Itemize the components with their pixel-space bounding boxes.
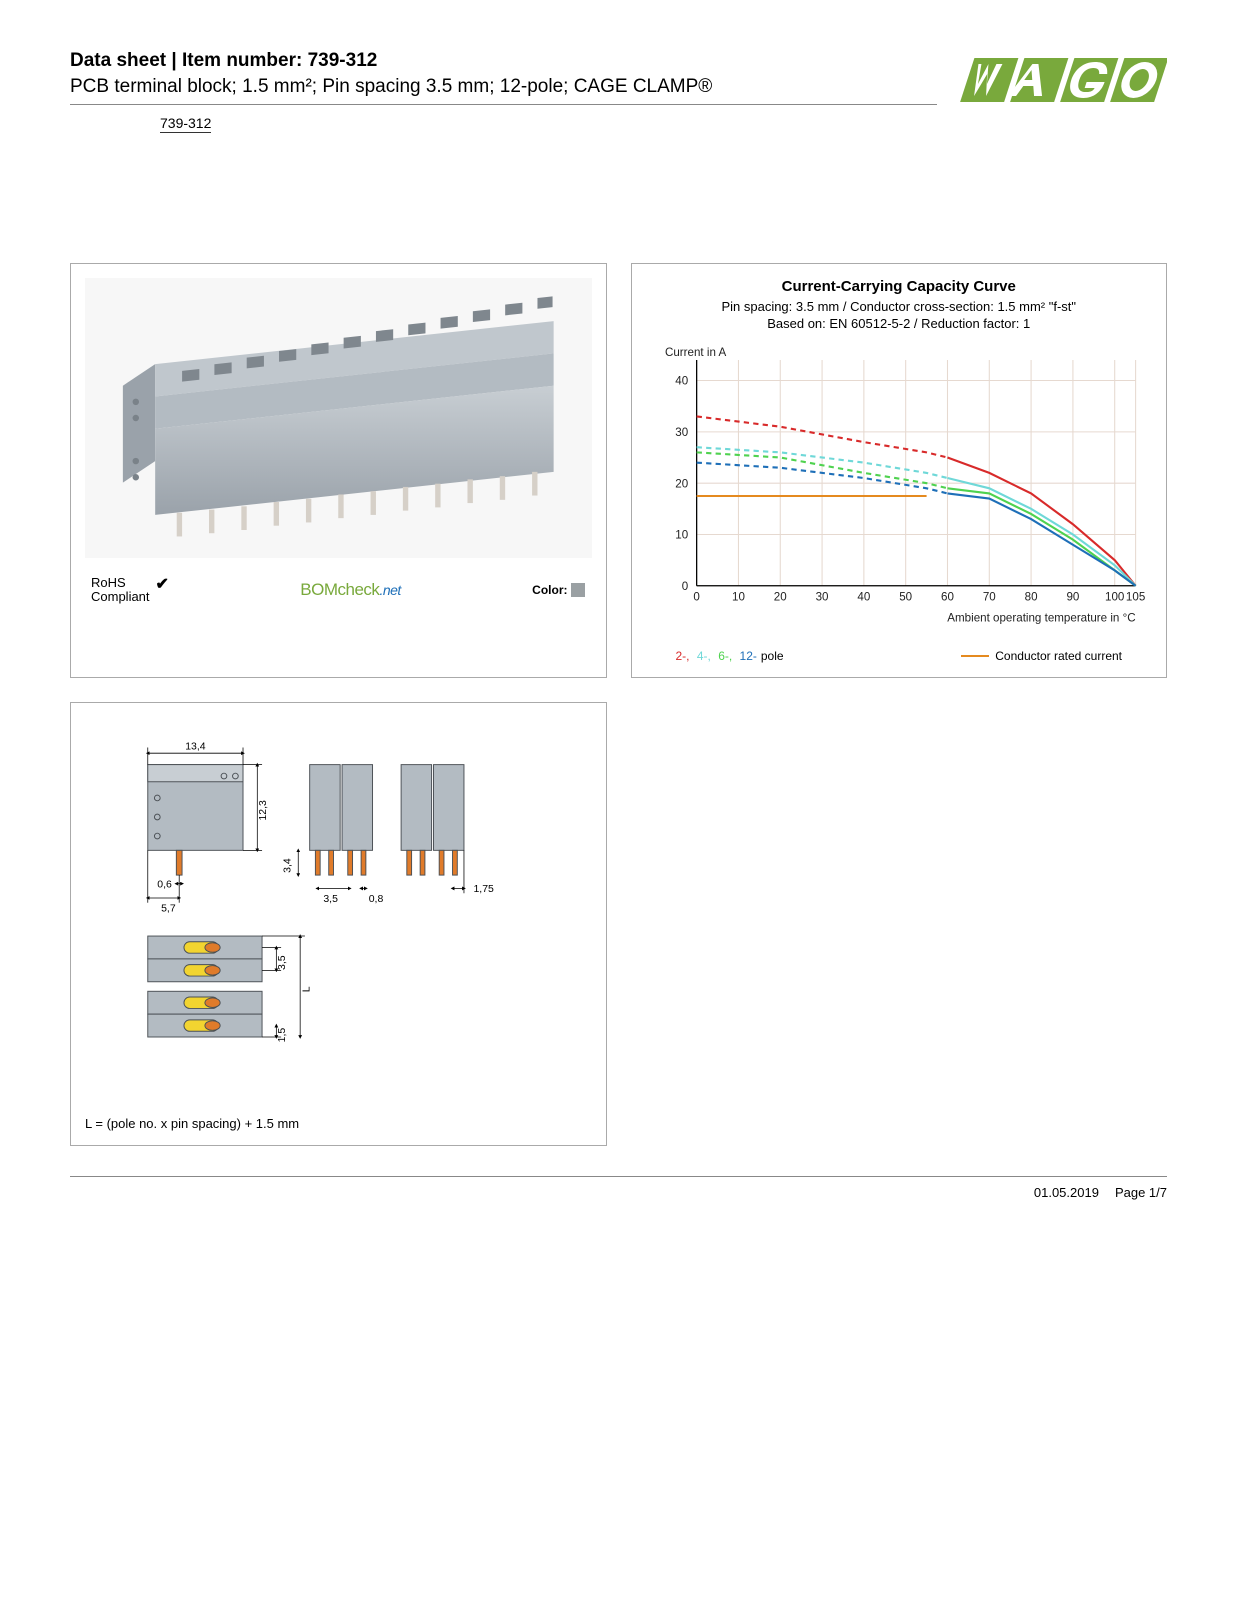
- check-icon: ✔: [156, 576, 169, 594]
- svg-text:100: 100: [1105, 591, 1124, 604]
- footer-date: 01.05.2019: [1034, 1185, 1099, 1200]
- chart-legend: 2-, 4-, 6-, 12- pole Conductor rated curr…: [646, 649, 1153, 663]
- chart-title: Current-Carrying Capacity Curve: [646, 278, 1153, 295]
- svg-text:70: 70: [982, 591, 995, 604]
- rohs-line2: Compliant: [91, 590, 150, 604]
- dim-rowpitch: 3,5: [277, 956, 288, 971]
- dim-pitch: 3,5: [323, 894, 338, 905]
- dim-height: 12,3: [258, 800, 269, 821]
- legend-poles: 2-, 4-, 6-, 12- pole: [676, 649, 788, 663]
- svg-text:20: 20: [675, 477, 688, 490]
- conductor-line-icon: [961, 655, 989, 657]
- capacity-chart: Current in A 0 10 20 30 40 50 60 70 80 90 100105 0 10…: [646, 341, 1153, 636]
- svg-text:40: 40: [857, 591, 870, 604]
- svg-text:0: 0: [681, 580, 687, 593]
- svg-text:90: 90: [1066, 591, 1079, 604]
- svg-text:10: 10: [675, 529, 688, 542]
- chart-area: Current in A 0 10 20 30 40 50 60 70 80 90 100105 0 10…: [646, 341, 1153, 639]
- brand-logo: [937, 50, 1167, 113]
- svg-text:40: 40: [675, 375, 688, 388]
- dim-offset: 5,7: [161, 904, 176, 915]
- panel-row: RoHS Compliant ✔ BOMcheck.net Color: Cur…: [70, 263, 1167, 678]
- title-item-number: 739-312: [308, 50, 378, 71]
- bomcheck-suffix: .net: [379, 582, 400, 598]
- page-subtitle: PCB terminal block; 1.5 mm²; Pin spacing…: [70, 76, 937, 98]
- dimensions-caption: L = (pole no. x pin spacing) + 1.5 mm: [85, 1116, 592, 1131]
- svg-text:80: 80: [1024, 591, 1037, 604]
- svg-text:0: 0: [693, 591, 699, 604]
- dim-width: 13,4: [185, 742, 206, 753]
- legend-conductor: Conductor rated current: [961, 649, 1122, 663]
- dim-pinthick: 0,8: [369, 894, 384, 905]
- svg-text:20: 20: [773, 591, 786, 604]
- dim-pinlen: 3,4: [283, 859, 294, 874]
- svg-text:30: 30: [815, 591, 828, 604]
- dim-L: L: [302, 987, 313, 993]
- footer-page: Page 1/7: [1115, 1185, 1167, 1200]
- rohs-line1: RoHS: [91, 576, 150, 590]
- dim-rowedge: 1,5: [277, 1028, 288, 1043]
- chart-panel: Current-Carrying Capacity Curve Pin spac…: [631, 263, 1168, 678]
- bomcheck-text: BOMcheck: [300, 580, 379, 599]
- title-prefix: Data sheet: [70, 50, 166, 71]
- legend-pole-6-pole: 6-,: [718, 649, 735, 663]
- dimensions-panel: 13,4 12,3 0,6 5,7: [70, 702, 607, 1146]
- product-panel: RoHS Compliant ✔ BOMcheck.net Color:: [70, 263, 607, 678]
- chart-subtitle-2: Based on: EN 60512-5-2 / Reduction facto…: [646, 316, 1153, 331]
- color-swatch: [571, 583, 585, 597]
- chart-subtitle-1: Pin spacing: 3.5 mm / Conductor cross-se…: [646, 299, 1153, 314]
- svg-text:10: 10: [732, 591, 745, 604]
- svg-text:60: 60: [941, 591, 954, 604]
- item-code: 739-312: [160, 115, 211, 133]
- legend-pole-suffix: pole: [761, 649, 784, 663]
- wago-logo-icon: [937, 50, 1167, 110]
- conductor-label: Conductor rated current: [995, 649, 1122, 663]
- page-title: Data sheet | Item number: 739-312: [70, 50, 937, 72]
- bomcheck-badge: BOMcheck.net: [300, 580, 401, 600]
- svg-text:105: 105: [1125, 591, 1144, 604]
- svg-text:Current in A: Current in A: [664, 346, 725, 359]
- legend-pole-4-pole: 4-,: [697, 649, 714, 663]
- header-rule: [70, 104, 937, 105]
- header: Data sheet | Item number: 739-312 PCB te…: [70, 50, 1167, 133]
- color-indicator: Color:: [532, 583, 585, 597]
- header-text: Data sheet | Item number: 739-312 PCB te…: [70, 50, 937, 133]
- svg-text:Ambient operating temperature: Ambient operating temperature in °C: [947, 612, 1135, 625]
- svg-text:30: 30: [675, 426, 688, 439]
- terminal-block-icon: [85, 278, 592, 558]
- legend-pole-12-pole: 12-: [740, 649, 757, 663]
- compliance-row: RoHS Compliant ✔ BOMcheck.net Color:: [85, 576, 592, 605]
- dim-pinw: 0,6: [157, 880, 172, 891]
- footer: 01.05.2019 Page 1/7: [70, 1176, 1167, 1200]
- color-label-text: Color:: [532, 583, 567, 597]
- legend-pole-2-pole: 2-,: [676, 649, 693, 663]
- rohs-badge: RoHS Compliant ✔: [91, 576, 169, 605]
- dimension-drawing: 13,4 12,3 0,6 5,7: [85, 717, 592, 1117]
- svg-text:50: 50: [899, 591, 912, 604]
- title-item-label: Item number:: [182, 50, 308, 71]
- dim-edge: 1,75: [473, 885, 494, 896]
- title-divider: |: [166, 50, 182, 71]
- product-image: [85, 278, 592, 558]
